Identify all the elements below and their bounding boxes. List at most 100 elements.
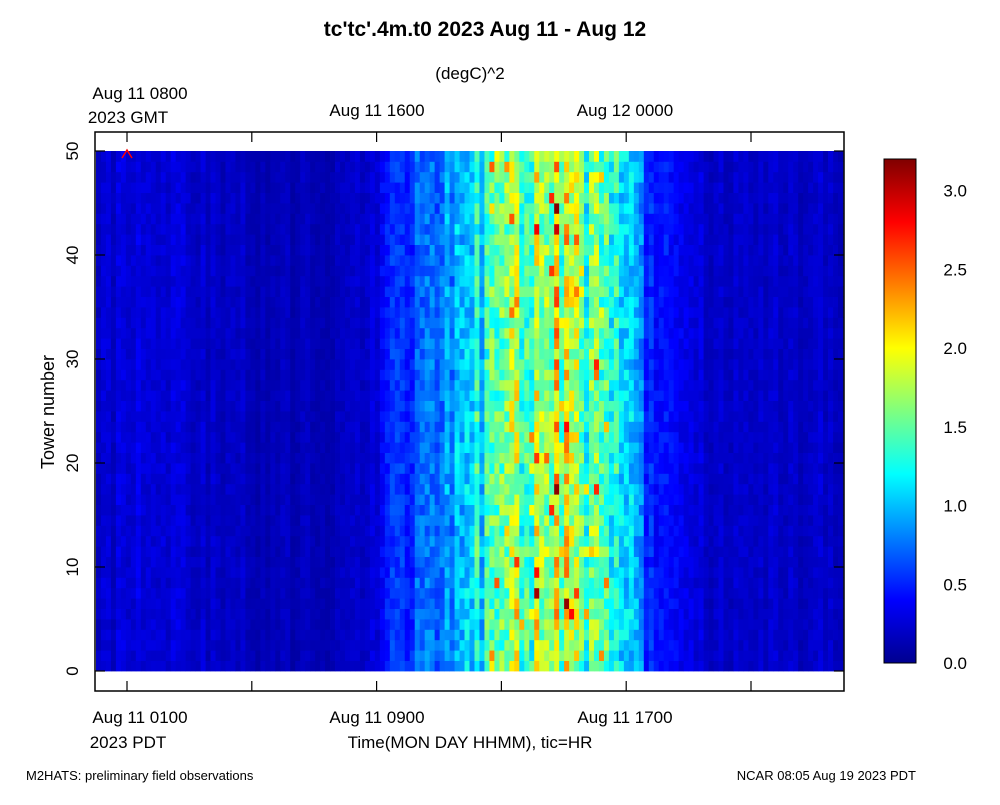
heat-cell <box>529 494 535 505</box>
heat-cell <box>589 650 595 661</box>
heat-cell <box>414 255 421 266</box>
heat-cell <box>424 619 431 630</box>
heat-cell <box>449 577 455 589</box>
heat-cell <box>389 203 396 214</box>
heat-cell <box>280 546 286 557</box>
heat-cell <box>389 265 396 277</box>
heat-cell <box>424 338 431 349</box>
heat-cell <box>210 400 216 412</box>
heat-cell <box>364 255 371 266</box>
heat-cell <box>190 171 196 183</box>
heat-cell <box>434 359 441 370</box>
heat-cell <box>310 431 316 443</box>
heat-cell <box>270 660 276 672</box>
heat-cell <box>275 244 281 256</box>
heat-cell <box>240 171 246 183</box>
heat-cell <box>185 598 192 609</box>
heat-cell <box>534 223 540 235</box>
heat-cell <box>359 452 366 464</box>
heat-cell <box>519 629 525 641</box>
heat-cell <box>200 442 206 453</box>
heat-cell <box>195 421 201 433</box>
heat-cell <box>230 296 236 308</box>
heat-cell <box>210 442 216 453</box>
heat-cell <box>120 494 127 505</box>
heat-cell <box>120 629 127 641</box>
heat-cell <box>240 473 246 485</box>
heat-cell <box>469 338 475 349</box>
heat-cell <box>389 182 396 193</box>
heat-cell <box>220 317 226 329</box>
heat-cell <box>125 660 132 672</box>
heat-cell <box>96 286 102 297</box>
heat-cell <box>504 608 510 620</box>
heat-cell <box>340 223 346 235</box>
heat-cell <box>384 286 391 297</box>
heat-cell <box>574 244 580 256</box>
heat-cell <box>330 608 336 620</box>
heat-cell <box>424 213 431 225</box>
heat-cell <box>454 327 460 339</box>
heat-cell <box>100 265 107 277</box>
heat-cell <box>539 421 545 433</box>
heat-cell <box>220 463 226 474</box>
heat-cell <box>335 567 341 578</box>
heat-cell <box>190 307 196 318</box>
heat-cell <box>484 577 490 589</box>
heat-cell <box>100 421 107 433</box>
heat-cell <box>419 556 426 568</box>
heat-cell <box>429 598 436 609</box>
heat-cell <box>150 660 157 672</box>
heat-cell <box>275 473 281 485</box>
heat-cell <box>315 577 321 589</box>
heat-cell <box>130 182 137 193</box>
heat-cell <box>320 203 326 214</box>
heat-cell <box>260 296 266 308</box>
heat-cell <box>305 587 311 599</box>
heat-cell <box>514 317 520 329</box>
heat-cell <box>449 535 455 547</box>
heat-cell <box>260 192 266 204</box>
heat-cell <box>275 317 281 329</box>
heat-cell <box>359 390 366 401</box>
heat-cell <box>379 327 386 339</box>
heat-cell <box>120 244 127 256</box>
heat-cell <box>125 286 132 297</box>
heat-cell <box>250 598 256 609</box>
heat-cell <box>459 473 465 485</box>
heat-cell <box>270 452 276 464</box>
heat-cell <box>369 639 376 651</box>
heat-cell <box>514 639 520 651</box>
heat-cell <box>155 411 162 422</box>
heat-cell <box>205 213 211 225</box>
heat-cell <box>135 525 142 537</box>
heat-cell <box>320 619 326 630</box>
heat-cell <box>554 317 560 329</box>
heat-cell <box>434 483 441 495</box>
heat-cell <box>190 203 196 214</box>
heat-cell <box>115 660 122 672</box>
heat-cell <box>255 587 261 599</box>
heat-cell <box>120 338 127 349</box>
heat-cell <box>110 608 117 620</box>
heat-cell <box>340 442 346 453</box>
heat-cell <box>424 255 431 266</box>
heat-cell <box>335 431 341 443</box>
heat-cell <box>220 400 226 412</box>
heat-cell <box>315 327 321 339</box>
heat-cell <box>210 598 216 609</box>
heat-cell <box>285 567 291 578</box>
heat-cell <box>130 660 137 672</box>
heat-cell <box>484 411 490 422</box>
heat-cell <box>589 265 595 277</box>
heat-cell <box>210 161 216 173</box>
heat-cell <box>96 598 102 609</box>
heat-cell <box>160 151 167 162</box>
heat-cell <box>509 171 515 183</box>
heat-cell <box>135 452 142 464</box>
heat-cell <box>529 223 535 235</box>
heat-cell <box>245 515 251 526</box>
heat-cell <box>479 338 485 349</box>
heat-cell <box>439 192 445 204</box>
heat-cell <box>96 213 102 225</box>
